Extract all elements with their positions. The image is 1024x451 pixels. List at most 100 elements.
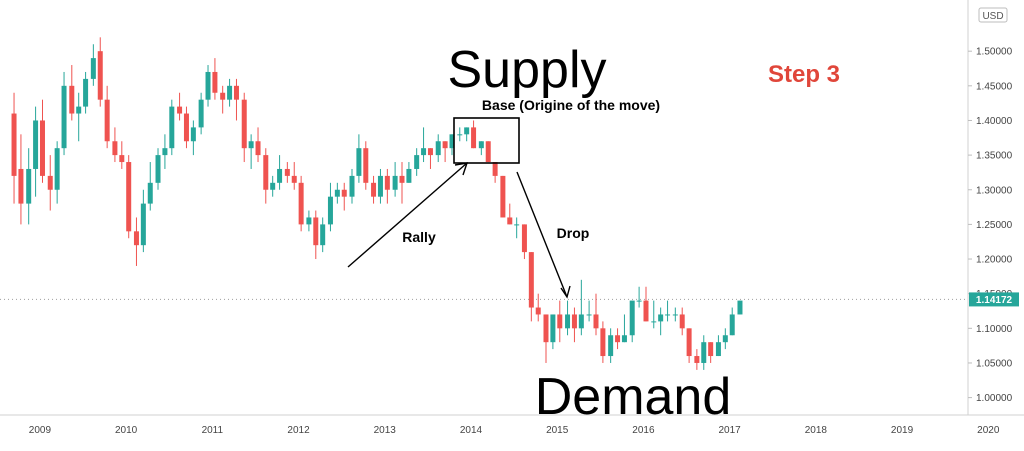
candles xyxy=(11,37,743,370)
candle xyxy=(414,148,420,176)
candle xyxy=(227,78,233,107)
candle xyxy=(658,307,664,336)
candle xyxy=(190,120,196,156)
candle xyxy=(220,85,226,114)
candle xyxy=(571,307,577,343)
candle xyxy=(399,162,405,204)
candle xyxy=(18,134,24,225)
candle-body xyxy=(478,141,484,149)
candle xyxy=(241,92,247,163)
currency-badge[interactable] xyxy=(978,7,1008,23)
candle xyxy=(715,335,721,357)
candle-body xyxy=(571,314,577,329)
candle-body xyxy=(615,335,621,343)
candle-body xyxy=(349,175,355,197)
candle-body xyxy=(399,175,405,183)
candle xyxy=(371,175,377,204)
candle-body xyxy=(255,141,261,156)
candle-body xyxy=(550,314,556,343)
y-axis-ticks: 1.50000 1.45000 1.40000 1.35000 1.30000 1.250… xyxy=(968,47,1013,404)
candle-body xyxy=(97,51,103,100)
candle-body xyxy=(147,182,153,204)
candle-body xyxy=(69,85,75,114)
candle-body xyxy=(543,314,549,343)
candle xyxy=(593,293,599,336)
candle-body xyxy=(233,85,239,100)
candle-body xyxy=(198,99,204,128)
candle xyxy=(492,162,498,183)
candle xyxy=(507,203,513,225)
candle xyxy=(155,148,161,190)
candle xyxy=(722,328,728,350)
drop-arrow xyxy=(516,171,571,299)
candle-body xyxy=(248,141,254,149)
current-price-label: 1.14172 xyxy=(976,295,1013,306)
candle xyxy=(248,134,254,169)
candle-body xyxy=(701,342,707,363)
y-tick-label: 1.00000 xyxy=(976,393,1013,404)
candle-body xyxy=(306,217,312,225)
candle xyxy=(47,155,53,211)
candle-body xyxy=(578,314,584,329)
current-price-tag: 1.14172 xyxy=(969,292,1019,307)
candle xyxy=(270,175,276,197)
y-tick-label: 1.25000 xyxy=(976,220,1013,231)
candle xyxy=(643,286,649,322)
supply-label: Supply xyxy=(448,41,607,99)
candle-body xyxy=(643,300,649,322)
candle xyxy=(255,127,261,163)
candle-body xyxy=(384,175,390,190)
candle-body xyxy=(241,99,247,149)
y-tick-label: 1.35000 xyxy=(976,151,1013,162)
base-label: Base (Origine of the move) xyxy=(482,97,660,113)
candle-body xyxy=(442,141,448,149)
candle xyxy=(478,141,484,156)
candle-body xyxy=(557,314,563,329)
candle-body xyxy=(61,85,67,149)
x-axis-ticks: 2009 2010 2011 2012 2013 2014 2015 2016 2017 2018… xyxy=(29,425,1000,436)
candle-body xyxy=(586,314,592,316)
x-tick-label: 2017 xyxy=(719,425,742,436)
candle xyxy=(708,342,714,363)
candle xyxy=(377,168,383,204)
candle-body xyxy=(363,148,369,183)
candle xyxy=(162,134,168,169)
x-tick-label: 2018 xyxy=(805,425,828,436)
candle xyxy=(363,141,369,190)
candle xyxy=(76,92,82,142)
y-tick-label: 1.20000 xyxy=(976,255,1013,266)
candle xyxy=(169,99,175,156)
candle-body xyxy=(270,182,276,190)
candle-body xyxy=(112,141,118,156)
candle xyxy=(621,314,627,343)
candle-body xyxy=(708,342,714,357)
candle xyxy=(26,148,32,225)
y-tick-label: 1.45000 xyxy=(976,81,1013,92)
step-label: Step 3 xyxy=(768,61,840,88)
candle-body xyxy=(205,71,211,100)
candle-body xyxy=(140,203,146,246)
candle xyxy=(306,210,312,232)
candle xyxy=(212,58,218,100)
candle xyxy=(356,134,362,183)
candle xyxy=(406,162,412,183)
candle-body xyxy=(371,182,377,197)
candle-body xyxy=(190,127,196,142)
candle-body xyxy=(76,106,82,114)
candle-body xyxy=(11,113,17,176)
candle-body xyxy=(600,328,606,357)
rally-arrow-line xyxy=(347,162,468,268)
candle-body xyxy=(54,148,60,190)
candle xyxy=(686,328,692,363)
candle-body xyxy=(521,224,527,253)
candle-body xyxy=(651,321,657,323)
y-tick-label: 1.10000 xyxy=(976,324,1013,335)
candle-body xyxy=(263,155,269,190)
candle-body xyxy=(47,175,53,190)
x-tick-label: 2009 xyxy=(29,425,52,436)
candle xyxy=(61,71,67,156)
candle-body xyxy=(485,141,491,163)
candle xyxy=(514,217,520,239)
candle-body xyxy=(90,58,96,79)
